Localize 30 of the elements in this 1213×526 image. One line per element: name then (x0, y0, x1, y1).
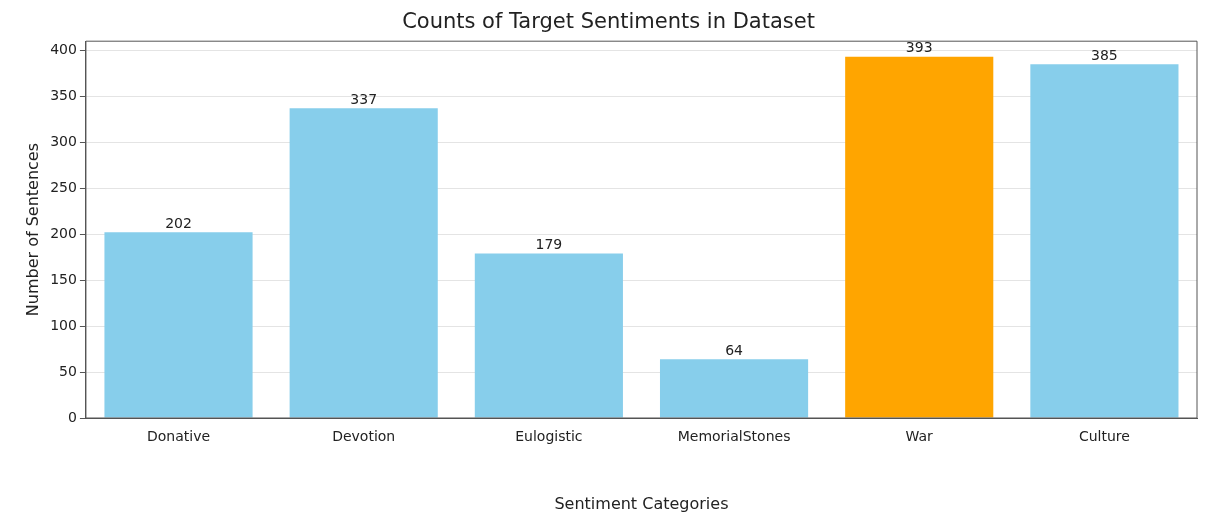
data-label: 202 (165, 215, 192, 231)
x-axis-title: Sentiment Categories (554, 493, 729, 513)
bar (659, 359, 809, 418)
y-tick-label: 0 (68, 408, 77, 425)
y-axis-title: Number of Sentences (22, 142, 42, 317)
x-tick-label: Devotion (332, 428, 396, 445)
data-label: 337 (350, 90, 378, 107)
bar (1030, 64, 1179, 418)
y-tick-label: 350 (50, 86, 77, 103)
bar (104, 232, 253, 418)
y-tick-label: 100 (50, 316, 77, 333)
y-tick-label: 150 (50, 270, 77, 287)
x-tick-label: Donative (146, 428, 211, 445)
data-label: 64 (725, 341, 744, 358)
data-label: 385 (1091, 46, 1118, 63)
chart-title: Counts of Target Sentiments in Dataset (402, 9, 815, 34)
y-tick-label: 250 (50, 178, 77, 195)
y-tick-label: 400 (50, 41, 77, 58)
data-label: 393 (905, 39, 933, 56)
x-tick-label: Eulogistic (515, 428, 583, 445)
bar (474, 253, 623, 418)
bar (289, 108, 438, 418)
y-tick-label: 50 (59, 362, 77, 379)
x-tick-label: War (905, 428, 934, 445)
y-tick-label: 300 (50, 132, 77, 149)
x-tick-label: MemorialStones (677, 428, 791, 445)
y-tick-label: 200 (50, 224, 77, 241)
data-label: 179 (535, 236, 563, 253)
bar (845, 56, 994, 418)
x-tick-label: Culture (1078, 428, 1130, 445)
